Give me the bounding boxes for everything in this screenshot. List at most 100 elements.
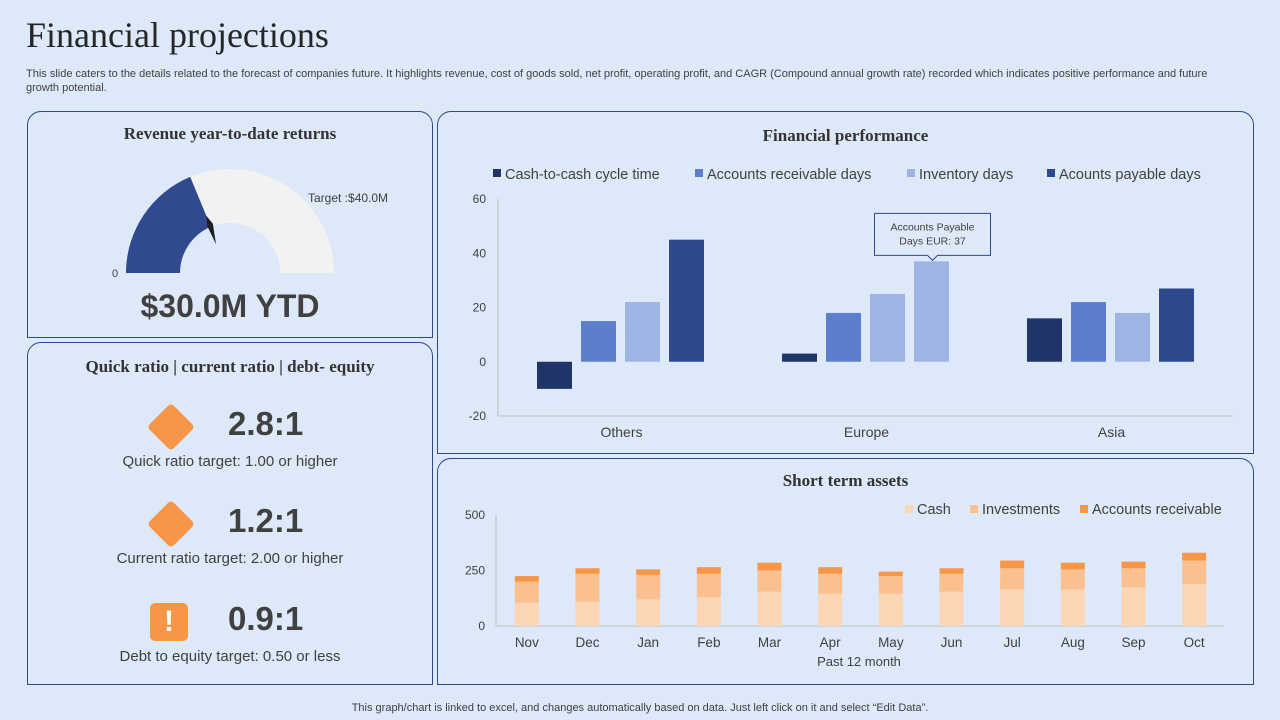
stacked-bar-segment: [1182, 560, 1207, 584]
current-ratio-label: Current ratio target: 2.00 or higher: [116, 550, 344, 567]
legend-label: Accounts receivable: [1092, 502, 1222, 518]
bar: [1115, 312, 1150, 362]
financial-performance-chart: -20 0 20 40 60 Cash-to-cash cycle time Account…: [469, 167, 1233, 440]
revenue-panel-title: Revenue year-to-date returns: [123, 124, 337, 143]
stacked-bar-segment: [818, 567, 843, 574]
bar: [1159, 288, 1194, 362]
footer-note: This graph/chart is linked to excel, and…: [351, 702, 929, 714]
alert-icon: !: [150, 603, 188, 641]
gauge-value-arc: [126, 176, 211, 273]
y-tick-label: 0: [479, 355, 486, 369]
stacked-bar-segment: [636, 574, 661, 600]
debt-equity-label: Debt to equity target: 0.50 or less: [119, 648, 341, 665]
stacked-bar-segment: [939, 591, 964, 626]
callout-line-2: Days EUR: 37: [899, 235, 966, 247]
stacked-bar-segment: [1060, 569, 1085, 590]
gauge-remaining-arc: [190, 169, 334, 273]
stacked-bar-segment: [818, 573, 843, 594]
legend-swatch: [907, 169, 915, 177]
assets-panel-title: Short term assets: [782, 471, 909, 490]
stacked-bar-segment: [878, 593, 903, 626]
x-tick-label: Others: [600, 424, 642, 440]
gauge-target-label: Target :$40.0M: [308, 191, 388, 205]
debt-equity-value: 0.9:1: [228, 600, 304, 637]
ratios-panel: Quick ratio | current ratio | debt- equi…: [27, 342, 433, 685]
bar: [914, 261, 949, 362]
bar: [826, 312, 861, 362]
current-ratio-row: 1.2:1 Current ratio target: 2.00 or high…: [28, 499, 432, 582]
stacked-bar-segment: [514, 581, 539, 603]
bar: [782, 353, 817, 362]
legend-swatch: [493, 169, 501, 177]
legend-label: Acounts payable days: [1059, 167, 1201, 183]
stacked-bar-segment: [575, 568, 600, 574]
x-tick-label: Dec: [575, 635, 599, 650]
stacked-bar-segment: [878, 571, 903, 577]
page-subtitle: This slide caters to the details related…: [26, 68, 1208, 94]
stacked-bar-segment: [1182, 583, 1207, 626]
legend-label: Investments: [982, 502, 1060, 518]
data-callout: [874, 212, 991, 262]
x-tick-label: Europe: [844, 424, 889, 440]
stacked-bar-segment: [696, 597, 721, 626]
ratios-panel-title: Quick ratio | current ratio | debt- equi…: [85, 357, 375, 376]
quick-ratio-label: Quick ratio target: 1.00 or higher: [122, 453, 338, 470]
y-tick-label: 500: [465, 508, 485, 522]
stacked-bar-segment: [818, 593, 843, 626]
stacked-bar-segment: [939, 573, 964, 592]
x-tick-label: Jan: [637, 635, 659, 650]
bar: [669, 239, 704, 362]
stacked-bar-segment: [514, 576, 539, 582]
stacked-bar-segment: [878, 576, 903, 594]
stacked-bar-segment: [757, 591, 782, 626]
stacked-bar-segment: [575, 601, 600, 626]
diamond-icon: [146, 402, 196, 452]
bar: [1027, 318, 1062, 362]
short-term-assets-panel: Short term assets 0 250 500 Cash Investments…: [437, 458, 1254, 685]
stacked-bar-segment: [636, 599, 661, 626]
bar: [537, 361, 572, 389]
stacked-bar-segment: [757, 570, 782, 592]
gauge-needle: [206, 215, 217, 245]
x-tick-label: Jun: [941, 635, 963, 650]
stacked-bar-segment: [696, 567, 721, 574]
stacked-bar-segment: [1060, 562, 1085, 570]
legend-swatch: [1047, 169, 1055, 177]
financial-performance-panel: Financial performance -20 0 20 40 60 Cash-to-…: [437, 111, 1254, 454]
x-axis-title: Past 12 month: [817, 654, 901, 669]
stacked-bar-segment: [636, 569, 661, 575]
bar: [625, 302, 660, 362]
stacked-bar-segment: [757, 562, 782, 571]
legend-swatch: [905, 505, 913, 513]
current-ratio-value: 1.2:1: [228, 502, 304, 539]
quick-ratio-value: 2.8:1: [228, 405, 304, 442]
bar: [581, 321, 616, 362]
x-tick-label: Aug: [1061, 635, 1085, 650]
legend-label: Cash-to-cash cycle time: [505, 167, 660, 183]
x-tick-label: Feb: [697, 635, 720, 650]
y-tick-label: -20: [469, 409, 487, 423]
page-title: Financial projections: [26, 15, 329, 55]
x-tick-label: Asia: [1098, 424, 1125, 440]
y-tick-label: 20: [473, 301, 487, 315]
stacked-bar-segment: [1000, 589, 1025, 626]
y-tick-label: 250: [465, 564, 485, 578]
x-tick-label: Jul: [1004, 635, 1021, 650]
performance-panel-title: Financial performance: [762, 126, 929, 145]
bar: [870, 293, 905, 362]
legend-label: Accounts receivable days: [707, 167, 871, 183]
stacked-bar-segment: [1121, 568, 1146, 588]
stacked-bar-segment: [575, 573, 600, 602]
revenue-ytd-value: $30.0M YTD: [140, 288, 320, 324]
stacked-bar-segment: [1000, 560, 1025, 569]
stacked-bar-segment: [1060, 589, 1085, 626]
stacked-bar-segment: [939, 568, 964, 574]
debt-equity-row: ! 0.9:1 Debt to equity target: 0.50 or l…: [28, 600, 432, 680]
y-tick-label: 0: [478, 619, 485, 633]
stacked-bar-segment: [1182, 552, 1207, 561]
revenue-gauge: 0 Target :$40.0M: [112, 169, 388, 280]
short-term-assets-chart: 0 250 500 Cash Investments Accounts receivabl…: [465, 502, 1224, 669]
legend-swatch: [1080, 505, 1088, 513]
legend-swatch: [970, 505, 978, 513]
x-tick-label: May: [878, 635, 904, 650]
